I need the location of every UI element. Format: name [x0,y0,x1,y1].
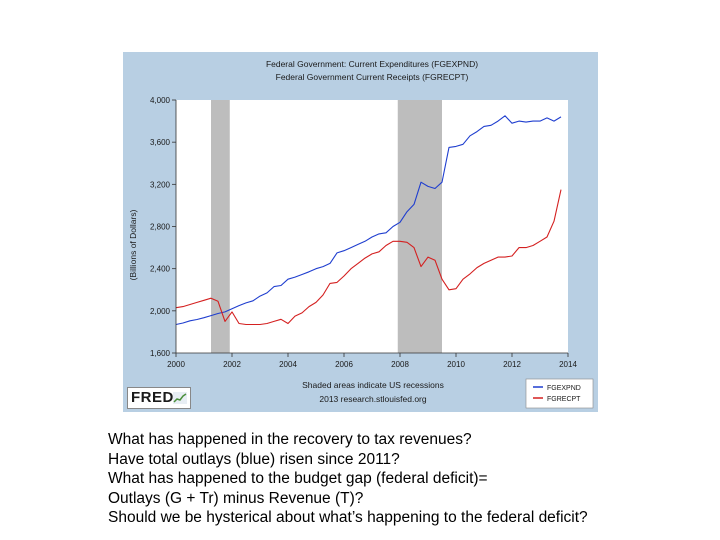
x-tick-label: 2010 [447,360,465,369]
series-lines [175,115,562,326]
fred-logo: FRED [127,387,191,409]
y-tick-label: 2,800 [150,223,171,232]
footer-line-2: 2013 research.stlouisfed.org [319,394,427,404]
series-line-fgrecpt [175,189,562,326]
y-tick-label: 2,000 [150,307,171,316]
legend: FGEXPND FGRECPT [525,378,594,409]
y-tick-label: 2,400 [150,265,171,274]
x-tick-label: 2000 [167,360,185,369]
question-line-1: What has happened in the recovery to tax… [108,431,472,448]
x-tick-label: 2004 [279,360,297,369]
axes [172,99,569,357]
y-axis-label: (Billions of Dollars) [128,209,138,280]
fred-logo-text: FRED [131,389,174,406]
y-tick-label: 4,000 [150,96,171,105]
fred-chart-frame: 2000 2002 2004 2006 2008 2010 2012 2014 1,600 2,0… [123,52,598,412]
x-tick-label: 2008 [391,360,409,369]
legend-label-fgrecpt: FGRECPT [547,396,581,403]
question-line-3: What has happened to the budget gap (fed… [108,470,488,488]
plot-area [176,100,568,353]
x-tick-label: 2006 [335,360,353,369]
tick-labels: 2000 2002 2004 2006 2008 2010 2012 2014 1,600 2,0… [150,96,577,369]
legend-label-fgexpnd: FGEXPND [547,385,581,392]
legend-box [525,378,594,409]
recession-band-2 [397,100,442,353]
question-line-5: Should we be hysterical about what’s hap… [108,509,588,527]
x-tick-label: 2012 [503,360,521,369]
y-tick-label: 3,200 [150,180,171,189]
recession-band-1 [211,100,230,353]
y-tick-label: 3,600 [150,138,171,147]
chart-title-line-2: Federal Government Current Receipts (FGR… [276,72,469,82]
x-tick-label: 2014 [559,360,577,369]
chart-title-line-1: Federal Government: Current Expenditures… [266,59,478,69]
series-line-fgexpnd [175,115,562,326]
footer-line-1: Shaded areas indicate US recessions [302,380,444,390]
recession-shades [211,100,442,353]
y-tick-label: 1,600 [150,349,171,358]
question-line-4: Outlays (G + Tr) minus Revenue (T)? [108,489,364,507]
trend-line-icon [173,392,187,404]
chart-svg: 2000 2002 2004 2006 2008 2010 2012 2014 1,600 2,0… [128,59,594,409]
questions-text: What has happened in the recovery to tax… [108,430,708,528]
x-tick-label: 2002 [223,360,241,369]
question-line-2: Have total outlays (blue) risen since 20… [108,450,400,468]
